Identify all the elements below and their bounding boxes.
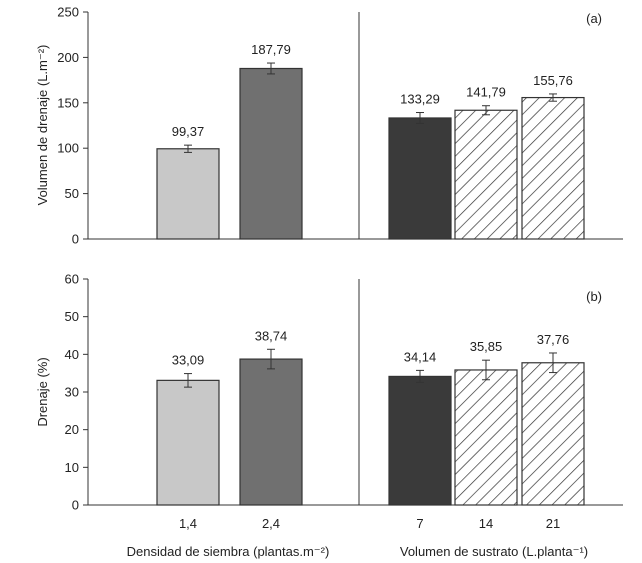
data-label: 133,29	[400, 92, 440, 107]
y-tick-label: 200	[57, 50, 79, 65]
data-label: 35,85	[470, 339, 503, 354]
bar	[239, 358, 303, 506]
data-label: 155,76	[533, 73, 573, 88]
x-tick-label: 14	[479, 516, 493, 531]
y-tick-label: 40	[65, 347, 79, 362]
panel-b-ylabel: Drenaje (%)	[35, 357, 50, 426]
bar	[388, 375, 452, 506]
bar	[156, 379, 220, 506]
panel-a-label: (a)	[586, 11, 602, 26]
data-label: 37,76	[537, 332, 570, 347]
x-axis-title-density: Densidad de siembra (plantas.m⁻²)	[127, 544, 330, 559]
y-tick-label: 60	[65, 272, 79, 287]
x-tick-label: 1,4	[179, 516, 197, 531]
y-tick-label: 20	[65, 422, 79, 437]
y-tick-label: 50	[65, 309, 79, 324]
y-tick-label: 0	[72, 232, 79, 247]
data-label: 38,74	[255, 328, 288, 343]
data-label: 33,09	[172, 353, 205, 368]
x-tick-label: 21	[546, 516, 560, 531]
x-tick-label: 2,4	[262, 516, 280, 531]
y-tick-label: 250	[57, 5, 79, 20]
bar	[156, 148, 220, 240]
y-tick-label: 0	[72, 498, 79, 513]
bar	[521, 96, 585, 240]
panel-a-chart: Volumen de drenaje (L.m⁻²) (a) 0 50 100 150…	[35, 5, 623, 247]
bar	[521, 362, 585, 506]
data-label: 34,14	[404, 349, 437, 364]
data-label: 187,79	[251, 42, 291, 57]
data-label: 99,37	[172, 124, 205, 139]
y-tick-label: 100	[57, 141, 79, 156]
panel-b-chart: Drenaje (%) (b) 0 10 20 30 40 50 60 33,09 1,4 38,…	[35, 272, 623, 531]
x-tick-label: 7	[416, 516, 423, 531]
data-label: 141,79	[466, 85, 506, 100]
x-axis-title-substrate: Volumen de sustrato (L.planta⁻¹)	[400, 544, 588, 559]
bar	[454, 369, 518, 506]
panel-a-ylabel: Volumen de drenaje (L.m⁻²)	[35, 45, 50, 206]
y-tick-label: 150	[57, 95, 79, 110]
bar	[388, 117, 452, 240]
y-tick-label: 50	[65, 186, 79, 201]
panel-b-label: (b)	[586, 289, 602, 304]
y-tick-label: 30	[65, 385, 79, 400]
bar	[239, 67, 303, 240]
bar	[454, 109, 518, 240]
y-tick-label: 10	[65, 460, 79, 475]
